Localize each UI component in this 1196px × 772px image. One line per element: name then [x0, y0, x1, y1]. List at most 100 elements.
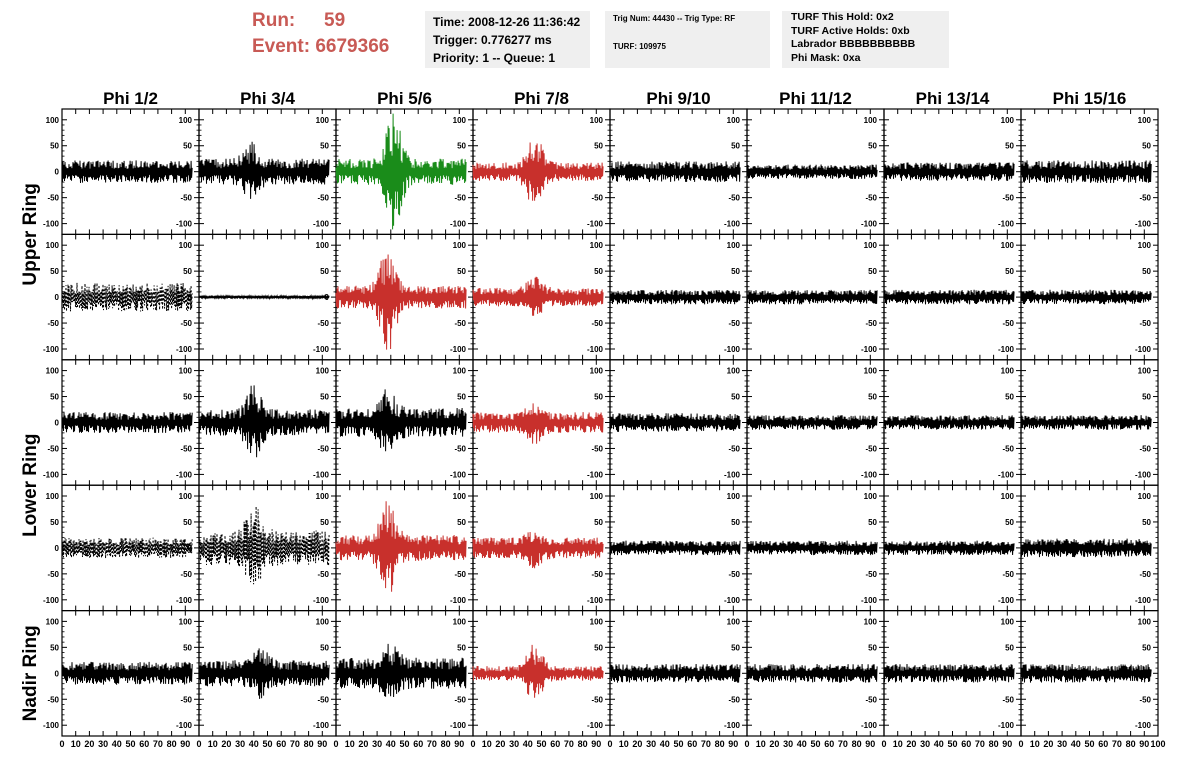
- y-tick-label: 100: [1001, 617, 1015, 626]
- x-tick-label: 30: [372, 739, 382, 749]
- y-tick-label: 50: [457, 393, 466, 402]
- x-tick-label: 20: [632, 739, 642, 749]
- y-tick-label: 100: [316, 367, 330, 376]
- y-tick-label: 100: [1001, 367, 1015, 376]
- y-tick-label: -100: [998, 596, 1015, 605]
- event-value: 6679366: [315, 36, 390, 57]
- y-tick-label: -100: [1135, 470, 1152, 479]
- x-tick-label: 30: [783, 739, 793, 749]
- trig-info-box: Trig Num: 44430 -- Trig Type: RF TURF: 1…: [605, 11, 770, 68]
- x-tick-label: 60: [276, 739, 286, 749]
- x-tick-label: 90: [865, 739, 875, 749]
- x-tick-label: 70: [290, 739, 300, 749]
- x-tick-label: 30: [1057, 739, 1067, 749]
- y-tick-label: -50: [47, 695, 59, 704]
- y-tick-label: 50: [594, 142, 603, 151]
- y-tick-label: 100: [590, 617, 604, 626]
- y-tick-label: -50: [591, 695, 603, 704]
- y-tick-label: -50: [454, 570, 466, 579]
- column-title: Phi 15/16: [1053, 89, 1127, 108]
- x-tick-label: 90: [317, 739, 327, 749]
- y-tick-label: 50: [868, 643, 877, 652]
- y-tick-label: -100: [861, 470, 878, 479]
- y-tick-label: 50: [1142, 267, 1151, 276]
- waveform-trace: [335, 254, 467, 350]
- y-tick-label: 50: [1005, 393, 1014, 402]
- x-tick-label: 100: [1150, 739, 1165, 749]
- y-tick-label: -50: [317, 194, 329, 203]
- y-tick-label: 50: [320, 142, 329, 151]
- x-tick-label: 40: [523, 739, 533, 749]
- x-tick-label: 0: [333, 739, 338, 749]
- waveform-trace: [61, 661, 193, 685]
- x-tick-label: 60: [139, 739, 149, 749]
- y-tick-label: 100: [864, 116, 878, 125]
- y-tick-label: 100: [864, 241, 878, 250]
- y-tick-label: 50: [183, 518, 192, 527]
- y-tick-label: 100: [46, 116, 60, 125]
- ring-label: Nadir Ring: [20, 625, 41, 721]
- y-tick-label: 100: [179, 617, 193, 626]
- run-label: Run:: [252, 10, 296, 31]
- x-tick-label: 0: [744, 739, 749, 749]
- y-tick-label: -100: [724, 345, 741, 354]
- x-tick-label: 50: [536, 739, 546, 749]
- x-tick-label: 60: [961, 739, 971, 749]
- waveform-trace: [472, 644, 604, 698]
- turf-active-holds-text: TURF Active Holds: 0xb: [791, 24, 910, 37]
- y-tick-label: 100: [179, 116, 193, 125]
- y-tick-label: -100: [450, 345, 467, 354]
- y-tick-label: -50: [1002, 444, 1014, 453]
- waveform-trace: [1020, 415, 1152, 430]
- waveform-trace: [1020, 289, 1152, 305]
- priority-text: Priority: 1 -- Queue: 1: [433, 51, 556, 65]
- waveform-trace: [609, 540, 741, 556]
- x-tick-label: 90: [1139, 739, 1149, 749]
- y-tick-label: 50: [183, 267, 192, 276]
- y-tick-label: -50: [865, 319, 877, 328]
- x-tick-label: 40: [934, 739, 944, 749]
- y-tick-label: 50: [594, 643, 603, 652]
- column-title: Phi 11/12: [779, 89, 852, 108]
- column-title: Phi 9/10: [646, 89, 710, 108]
- x-tick-label: 0: [607, 739, 612, 749]
- y-tick-label: -50: [865, 570, 877, 579]
- y-tick-label: 50: [457, 267, 466, 276]
- y-tick-label: -100: [176, 345, 193, 354]
- waveform-trace: [61, 412, 193, 433]
- y-tick-label: 50: [1142, 142, 1151, 151]
- y-tick-label: -50: [180, 319, 192, 328]
- y-tick-label: -100: [1135, 721, 1152, 730]
- column-title: Phi 5/6: [377, 89, 432, 108]
- x-tick-label: 20: [906, 739, 916, 749]
- y-tick-label: 50: [457, 518, 466, 527]
- waveform-trace: [746, 289, 878, 305]
- waveform-trace: [883, 540, 1015, 556]
- y-tick-label: 50: [320, 393, 329, 402]
- y-tick-label: -100: [450, 596, 467, 605]
- y-tick-label: -100: [313, 721, 330, 730]
- x-tick-label: 50: [947, 739, 957, 749]
- time-info-box: Time: 2008-12-26 11:36:42 Trigger: 0.776…: [425, 11, 590, 68]
- y-tick-label: -100: [587, 220, 604, 229]
- waveform-trace: [883, 289, 1015, 305]
- y-tick-label: 100: [179, 492, 193, 501]
- waveform-trace: [609, 289, 741, 305]
- y-tick-label: -50: [47, 570, 59, 579]
- y-tick-label: -100: [450, 220, 467, 229]
- x-tick-label: 70: [1112, 739, 1122, 749]
- waveform-trace: [746, 164, 878, 179]
- y-tick-label: -50: [865, 695, 877, 704]
- y-tick-label: -100: [861, 220, 878, 229]
- x-tick-label: 0: [59, 739, 64, 749]
- x-tick-label: 30: [235, 739, 245, 749]
- y-tick-label: 0: [55, 419, 60, 428]
- y-tick-label: 50: [183, 393, 192, 402]
- waveform-trace: [883, 415, 1015, 430]
- x-tick-label: 10: [619, 739, 629, 749]
- y-tick-label: 50: [50, 393, 59, 402]
- y-tick-label: -100: [1135, 345, 1152, 354]
- y-tick-label: 50: [50, 267, 59, 276]
- x-tick-label: 90: [1002, 739, 1012, 749]
- column-title: Phi 13/14: [916, 89, 990, 108]
